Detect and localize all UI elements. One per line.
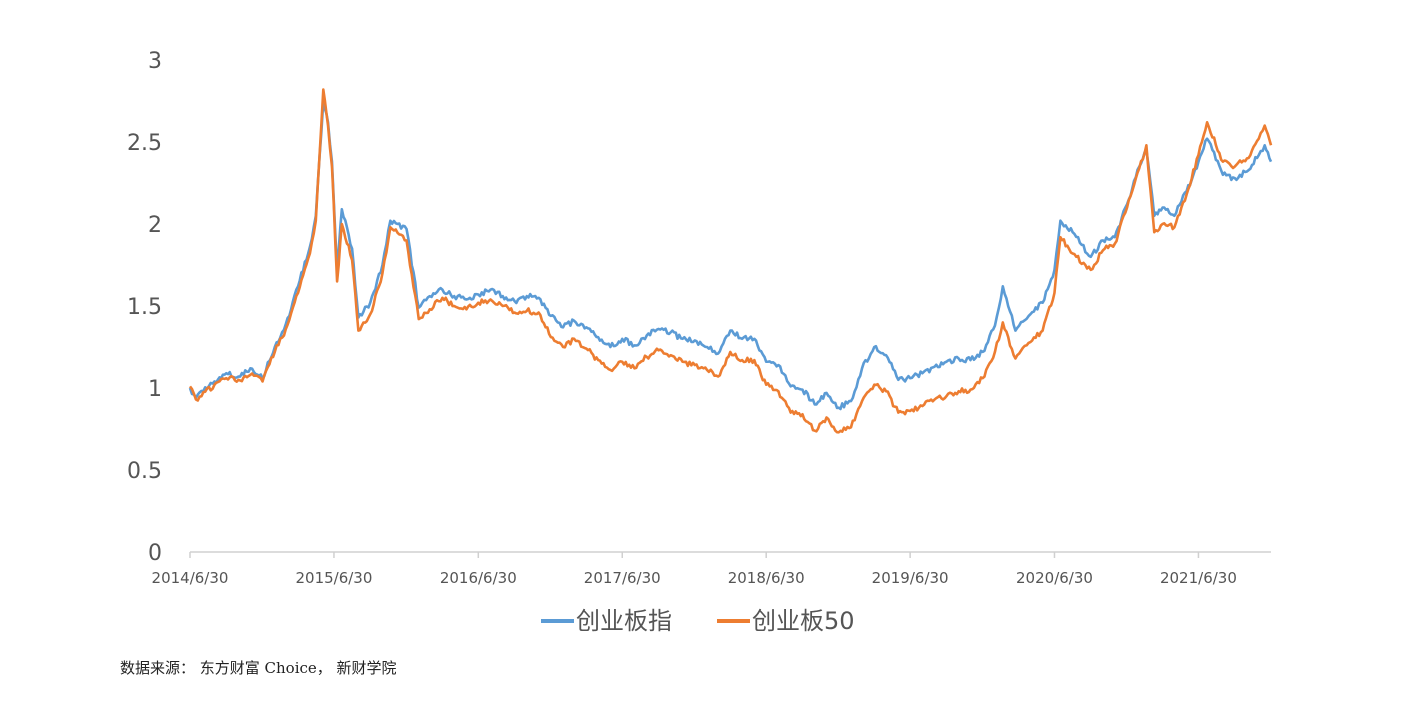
series-line-2 [188,88,1273,434]
series-line-1 [188,99,1273,411]
y-axis: 0 0.5 1 1.5 2 2.5 3 [127,49,162,566]
y-tick-label: 0.5 [127,459,162,484]
x-tick-label: 2020/6/30 [1016,569,1093,587]
x-tick-label: 2015/6/30 [295,569,372,587]
y-tick-label: 2.5 [127,131,162,156]
y-tick-label: 2 [148,213,162,238]
y-tick-label: 3 [148,49,162,74]
x-tick-label: 2017/6/30 [584,569,661,587]
legend-label: 创业板50 [752,607,855,635]
x-tick-label: 2021/6/30 [1160,569,1237,587]
y-tick-label: 1.5 [127,295,162,320]
x-tick-label: 2019/6/30 [872,569,949,587]
y-tick-label: 0 [148,541,162,566]
x-tick-label: 2018/6/30 [728,569,805,587]
legend: 创业板指 创业板50 [541,607,855,635]
x-tick-label: 2014/6/30 [152,569,229,587]
y-tick-label: 1 [148,377,162,402]
x-axis: 2014/6/30 2015/6/30 2016/6/30 2017/6/30 2018… [152,552,1237,587]
data-source-note: 数据来源： 东方财富 Choice， 新财学院 [120,659,397,677]
series-layer [188,88,1273,434]
legend-label: 创业板指 [576,607,672,635]
x-tick-label: 2016/6/30 [440,569,517,587]
